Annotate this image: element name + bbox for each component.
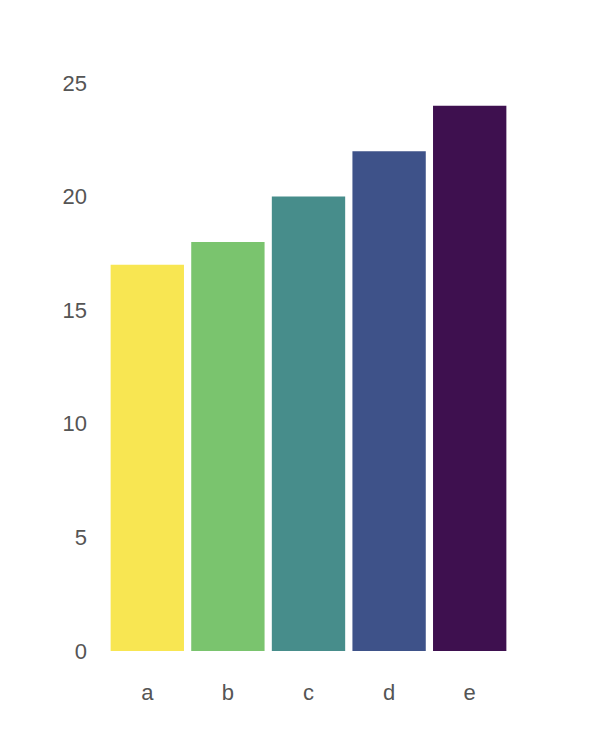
svg-text:d: d	[383, 680, 395, 705]
svg-text:a: a	[141, 680, 154, 705]
svg-text:10: 10	[63, 411, 87, 436]
svg-text:20: 20	[63, 184, 87, 209]
svg-text:b: b	[222, 680, 234, 705]
svg-text:0: 0	[75, 639, 87, 664]
svg-text:25: 25	[63, 71, 87, 96]
svg-text:15: 15	[63, 298, 87, 323]
svg-text:c: c	[303, 680, 314, 705]
svg-text:5: 5	[75, 525, 87, 550]
svg-text:e: e	[464, 680, 476, 705]
